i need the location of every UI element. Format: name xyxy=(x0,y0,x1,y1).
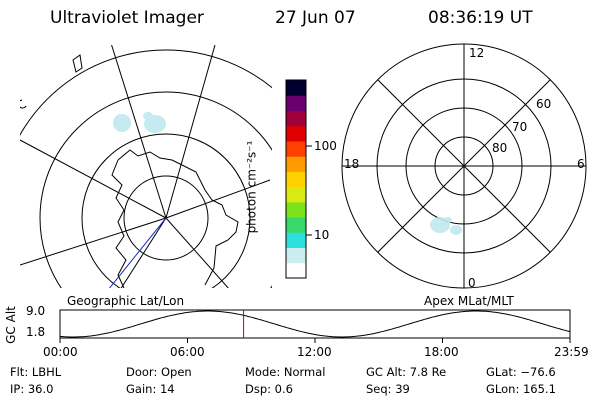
altitude-ymax: 9.0 xyxy=(26,304,46,318)
status-door: Door: Open xyxy=(126,365,192,379)
observation-date: 27 Jun 07 xyxy=(275,8,356,28)
apex-mlt-18: 18 xyxy=(344,157,360,171)
colorbar-segment xyxy=(286,140,306,157)
colorbar-segment xyxy=(286,232,306,249)
colorbar-unit-label: photon cm⁻²s⁻¹ xyxy=(244,140,259,234)
colorbar-segment xyxy=(286,110,306,127)
geo-meridian xyxy=(165,45,216,219)
geo-coastline-island xyxy=(20,99,27,109)
colorbar-segment xyxy=(286,217,306,233)
apex-mlt-12: 12 xyxy=(469,46,485,60)
apex-mlt-0: 0 xyxy=(468,276,476,290)
status-ip: IP: 36.0 xyxy=(10,382,54,396)
colorbar-label-100: 100 xyxy=(314,139,337,153)
apex-lat-70: 70 xyxy=(512,120,528,134)
status-seq: Seq: 39 xyxy=(366,382,410,396)
altitude-curve xyxy=(59,310,571,338)
status-glat: GLat: −76.6 xyxy=(486,365,556,379)
apex-lat-60: 60 xyxy=(536,97,552,111)
colorbar-segment xyxy=(286,201,306,218)
geo-meridian xyxy=(111,45,167,219)
apex-plot-label: Apex MLat/MLT xyxy=(424,294,514,308)
colorbar-segment xyxy=(286,247,306,264)
status-gc-alt: GC Alt: 7.8 Re xyxy=(366,365,447,379)
time-tick-0000: 00:00 xyxy=(43,345,78,359)
geo-lat-circle xyxy=(123,175,209,261)
geo-lat-circle xyxy=(81,133,251,288)
apex-mlt-6: 6 xyxy=(577,157,585,171)
geo-track-line xyxy=(108,217,167,288)
geo-meridian xyxy=(20,139,167,219)
colorbar-segment xyxy=(286,80,306,96)
altitude-ymin: 1.8 xyxy=(26,325,46,339)
time-tick-1200: 12:00 xyxy=(297,345,332,359)
geo-aurora xyxy=(113,112,166,133)
apex-lat-80: 80 xyxy=(492,141,508,155)
apex-aurora xyxy=(430,217,462,235)
colorbar-label-10: 10 xyxy=(314,228,330,242)
status-gain: Gain: 14 xyxy=(126,382,175,396)
colorbar-frame xyxy=(285,79,307,279)
colorbar xyxy=(286,80,306,279)
status-mode: Mode: Normal xyxy=(245,365,326,379)
geo-meridian xyxy=(165,217,229,288)
colorbar-segment xyxy=(286,156,306,172)
apex-diagonal-line xyxy=(377,79,551,253)
altitude-axis-label: GC Alt xyxy=(3,306,18,344)
altitude-x-ticks xyxy=(59,338,571,343)
altitude-plot-frame xyxy=(59,309,571,339)
status-filter: Flt: LBHL xyxy=(10,365,62,379)
colorbar-segment xyxy=(286,95,306,111)
time-tick-1800: 18:00 xyxy=(424,345,459,359)
geo-coastline xyxy=(111,149,239,288)
geo-meridian xyxy=(120,217,167,288)
time-tick-0600: 06:00 xyxy=(170,345,205,359)
geo-lat-circle xyxy=(39,91,272,288)
colorbar-segment xyxy=(286,186,306,203)
colorbar-segment xyxy=(286,262,306,279)
status-glon: GLon: 165.1 xyxy=(486,382,556,396)
geo-plot-label: Geographic Lat/Lon xyxy=(67,294,185,308)
geo-coastline-island xyxy=(72,54,83,73)
geo-meridian xyxy=(165,179,271,219)
colorbar-segment xyxy=(286,171,306,188)
observation-time: 08:36:19 UT xyxy=(428,8,533,28)
instrument-title: Ultraviolet Imager xyxy=(50,8,204,28)
status-dsp: Dsp: 0.6 xyxy=(245,382,293,396)
geo-meridian xyxy=(20,217,167,266)
geo-lat-circle xyxy=(20,49,272,136)
colorbar-segment xyxy=(286,125,306,142)
time-tick-2359: 23:59 xyxy=(554,345,589,359)
